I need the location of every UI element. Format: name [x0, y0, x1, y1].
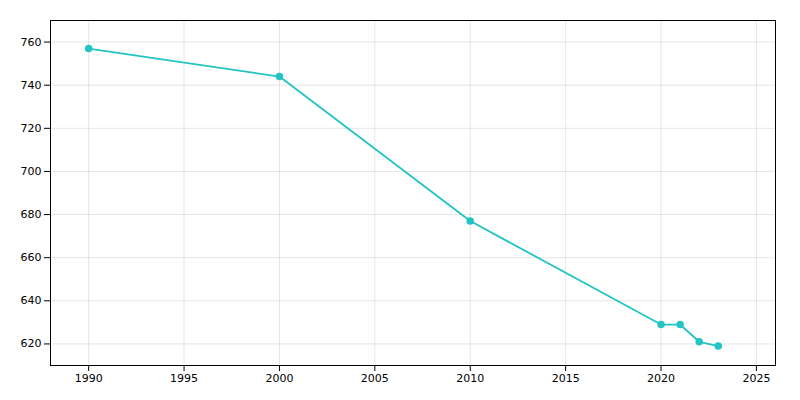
svg-text:680: 680: [21, 208, 42, 221]
svg-text:2015: 2015: [552, 372, 580, 385]
svg-text:2000: 2000: [265, 372, 293, 385]
svg-text:740: 740: [21, 79, 42, 92]
svg-text:720: 720: [21, 122, 42, 135]
svg-text:660: 660: [21, 251, 42, 264]
svg-text:2025: 2025: [742, 372, 770, 385]
svg-text:640: 640: [21, 294, 42, 307]
svg-text:2010: 2010: [456, 372, 484, 385]
svg-text:1990: 1990: [75, 372, 103, 385]
svg-text:2005: 2005: [361, 372, 389, 385]
svg-text:700: 700: [21, 165, 42, 178]
svg-text:2020: 2020: [647, 372, 675, 385]
svg-text:760: 760: [21, 36, 42, 49]
svg-text:620: 620: [21, 337, 42, 350]
svg-text:1995: 1995: [170, 372, 198, 385]
